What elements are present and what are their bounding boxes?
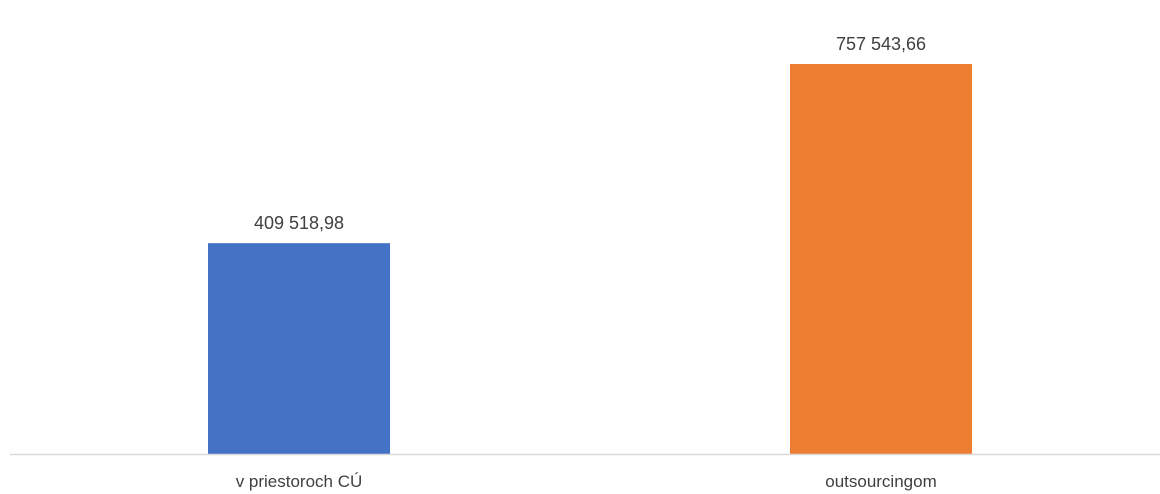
plot-area: 409 518,98 v priestoroch CÚ 757 543,66 outs… <box>10 34 1160 491</box>
data-label-0: 409 518,98 <box>254 213 344 233</box>
category-label-1: outsourcingom <box>825 472 937 491</box>
bar-1 <box>790 64 972 454</box>
bar-0 <box>208 243 390 454</box>
category-label-0: v priestoroch CÚ <box>236 472 363 491</box>
data-label-1: 757 543,66 <box>836 34 926 54</box>
